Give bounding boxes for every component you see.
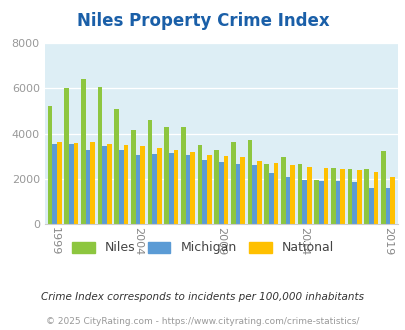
Bar xyxy=(81,79,85,224)
Bar xyxy=(164,127,168,224)
Bar xyxy=(168,153,173,224)
Bar xyxy=(181,127,185,224)
Bar xyxy=(197,145,202,224)
Bar xyxy=(107,144,111,224)
Bar xyxy=(339,169,344,224)
Bar xyxy=(207,155,211,224)
Text: Crime Index corresponds to incidents per 100,000 inhabitants: Crime Index corresponds to incidents per… xyxy=(41,292,364,302)
Bar xyxy=(330,168,335,224)
Bar xyxy=(380,151,385,224)
Bar xyxy=(306,167,311,224)
Bar xyxy=(230,142,235,224)
Bar xyxy=(69,144,73,224)
Bar xyxy=(347,169,352,224)
Bar xyxy=(290,165,294,224)
Bar xyxy=(235,164,240,224)
Bar xyxy=(256,161,261,224)
Bar xyxy=(223,156,228,224)
Bar xyxy=(152,154,157,224)
Bar xyxy=(280,157,285,224)
Bar xyxy=(185,155,190,224)
Bar xyxy=(102,146,107,224)
Bar xyxy=(73,143,78,224)
Bar xyxy=(157,148,161,224)
Bar xyxy=(368,188,373,224)
Bar xyxy=(147,120,152,224)
Bar xyxy=(90,142,95,224)
Bar xyxy=(373,172,377,224)
Bar xyxy=(85,149,90,224)
Bar xyxy=(190,152,194,224)
Bar xyxy=(218,162,223,224)
Bar xyxy=(335,181,339,224)
Bar xyxy=(385,188,389,224)
Bar xyxy=(214,149,218,224)
Bar xyxy=(273,163,277,224)
Text: Niles Property Crime Index: Niles Property Crime Index xyxy=(77,12,328,30)
Bar xyxy=(202,160,207,224)
Bar xyxy=(318,181,323,224)
Bar xyxy=(135,155,140,224)
Bar xyxy=(173,149,178,224)
Bar xyxy=(97,87,102,224)
Bar xyxy=(52,144,57,224)
Bar xyxy=(264,164,268,224)
Bar xyxy=(285,177,290,224)
Bar xyxy=(140,146,145,224)
Bar xyxy=(57,142,62,224)
Bar xyxy=(389,177,394,224)
Bar xyxy=(313,180,318,224)
Bar xyxy=(356,170,361,224)
Bar xyxy=(131,130,135,224)
Bar xyxy=(240,157,244,224)
Bar xyxy=(114,109,119,224)
Bar xyxy=(301,180,306,224)
Bar xyxy=(323,168,327,224)
Legend: Niles, Michigan, National: Niles, Michigan, National xyxy=(67,236,338,259)
Bar xyxy=(363,169,368,224)
Bar xyxy=(64,88,69,224)
Bar xyxy=(119,149,124,224)
Bar xyxy=(247,141,252,224)
Bar xyxy=(297,164,301,224)
Bar xyxy=(268,173,273,224)
Text: © 2025 CityRating.com - https://www.cityrating.com/crime-statistics/: © 2025 CityRating.com - https://www.city… xyxy=(46,317,359,326)
Bar xyxy=(47,106,52,224)
Bar xyxy=(352,182,356,224)
Bar xyxy=(124,145,128,224)
Bar xyxy=(252,165,256,224)
